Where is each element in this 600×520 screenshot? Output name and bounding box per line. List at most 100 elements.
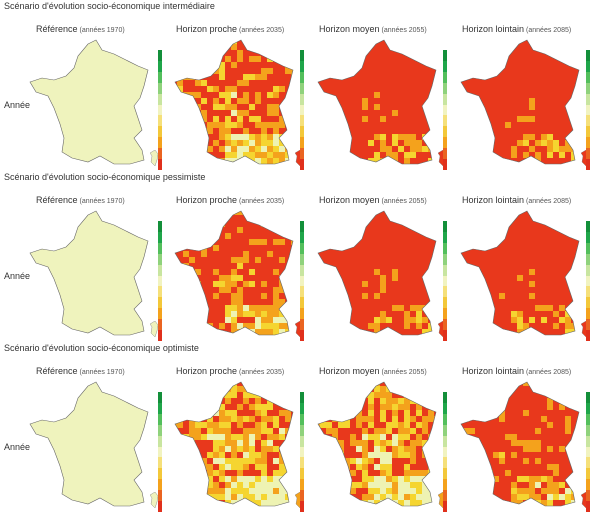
panel-title-text: Horizon proche xyxy=(176,366,238,376)
legend-swatch xyxy=(158,446,162,458)
legend-swatch xyxy=(443,275,447,287)
legend-swatch xyxy=(158,93,162,105)
legend-swatch xyxy=(443,264,447,276)
legend-swatch xyxy=(300,392,304,403)
legend-swatch xyxy=(586,126,590,138)
france-map xyxy=(457,38,585,173)
france-map xyxy=(26,209,154,344)
scenario-title: Scénario d'évolution socio-économique pe… xyxy=(4,172,206,182)
legend-swatch xyxy=(443,231,447,243)
legend-swatch xyxy=(586,137,590,149)
france-map xyxy=(457,209,585,344)
legend-swatch xyxy=(158,308,162,320)
legend-swatch xyxy=(443,221,447,232)
legend-swatch xyxy=(300,413,304,425)
legend-swatch xyxy=(300,50,304,61)
panel-title: Horizon lointain (années 2085) xyxy=(462,366,571,376)
panel-subtitle: (années 2035) xyxy=(239,198,285,205)
legend-swatch xyxy=(158,159,162,170)
legend-swatch xyxy=(586,148,590,160)
color-legend xyxy=(443,50,447,170)
legend-swatch xyxy=(158,104,162,116)
legend-swatch xyxy=(586,253,590,265)
legend-swatch xyxy=(443,490,447,502)
color-legend xyxy=(300,50,304,170)
panel-subtitle: (années 2085) xyxy=(526,369,572,376)
legend-swatch xyxy=(300,148,304,160)
legend-swatch xyxy=(300,93,304,105)
legend-swatch xyxy=(300,115,304,127)
france-map xyxy=(457,380,585,515)
panel-title-text: Référence xyxy=(36,24,78,34)
legend-swatch xyxy=(300,231,304,243)
legend-swatch xyxy=(586,221,590,232)
legend-swatch xyxy=(158,457,162,469)
legend-swatch xyxy=(586,413,590,425)
panel-title: Horizon lointain (années 2085) xyxy=(462,195,571,205)
legend-swatch xyxy=(586,435,590,447)
legend-swatch xyxy=(158,115,162,127)
legend-swatch xyxy=(158,424,162,436)
legend-swatch xyxy=(300,253,304,265)
legend-swatch xyxy=(158,392,162,403)
legend-swatch xyxy=(300,104,304,116)
legend-swatch xyxy=(158,501,162,512)
legend-swatch xyxy=(300,319,304,331)
row-label: Année xyxy=(4,100,31,110)
legend-swatch xyxy=(443,82,447,94)
legend-swatch xyxy=(586,297,590,309)
legend-swatch xyxy=(443,159,447,170)
legend-swatch xyxy=(158,275,162,287)
legend-swatch xyxy=(586,308,590,320)
legend-swatch xyxy=(586,479,590,491)
panel-title-text: Horizon proche xyxy=(176,195,238,205)
legend-swatch xyxy=(300,435,304,447)
legend-swatch xyxy=(300,275,304,287)
color-legend xyxy=(586,221,590,341)
legend-swatch xyxy=(443,392,447,403)
legend-swatch xyxy=(443,457,447,469)
legend-swatch xyxy=(300,264,304,276)
legend-swatch xyxy=(586,457,590,469)
color-legend xyxy=(300,392,304,512)
legend-swatch xyxy=(158,402,162,414)
legend-swatch xyxy=(158,286,162,298)
panel-subtitle: (années 2055) xyxy=(381,198,427,205)
legend-swatch xyxy=(443,50,447,61)
color-legend xyxy=(300,221,304,341)
panel-subtitle: (années 2035) xyxy=(239,369,285,376)
corsica-inset xyxy=(149,491,159,513)
panel-title-text: Référence xyxy=(36,195,78,205)
legend-swatch xyxy=(586,115,590,127)
legend-swatch xyxy=(443,330,447,341)
legend-swatch xyxy=(586,402,590,414)
legend-swatch xyxy=(300,297,304,309)
legend-swatch xyxy=(158,468,162,480)
panel-title-text: Horizon lointain xyxy=(462,366,525,376)
legend-swatch xyxy=(158,50,162,61)
legend-swatch xyxy=(300,126,304,138)
legend-swatch xyxy=(300,330,304,341)
legend-swatch xyxy=(158,82,162,94)
legend-swatch xyxy=(586,286,590,298)
panel-title: Horizon proche (années 2035) xyxy=(176,195,284,205)
legend-swatch xyxy=(300,308,304,320)
color-legend xyxy=(586,392,590,512)
panel-title-text: Horizon lointain xyxy=(462,24,525,34)
legend-swatch xyxy=(443,253,447,265)
panel-title-text: Horizon proche xyxy=(176,24,238,34)
legend-swatch xyxy=(443,60,447,72)
panel-title-text: Horizon lointain xyxy=(462,195,525,205)
legend-swatch xyxy=(586,468,590,480)
legend-swatch xyxy=(586,424,590,436)
corsica-inset xyxy=(149,320,159,342)
panel-title-text: Horizon moyen xyxy=(319,366,380,376)
legend-swatch xyxy=(443,413,447,425)
legend-swatch xyxy=(586,264,590,276)
panel-title-text: Horizon moyen xyxy=(319,24,380,34)
legend-swatch xyxy=(443,93,447,105)
panel-title: Horizon moyen (années 2055) xyxy=(319,366,427,376)
legend-swatch xyxy=(158,231,162,243)
legend-swatch xyxy=(443,297,447,309)
legend-swatch xyxy=(158,126,162,138)
